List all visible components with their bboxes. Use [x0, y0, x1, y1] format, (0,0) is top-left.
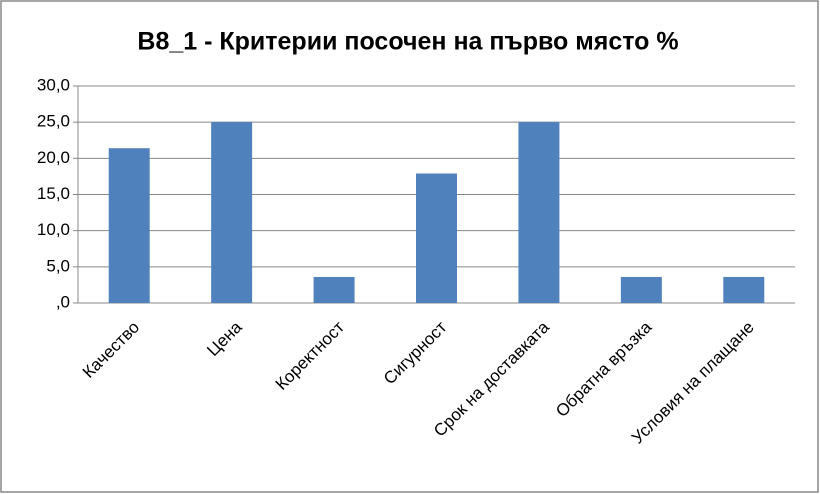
- bar: [620, 276, 662, 303]
- y-tick-label: 30,0: [37, 75, 70, 94]
- y-tick-label: 10,0: [37, 220, 70, 239]
- bar: [416, 173, 457, 303]
- bar: [211, 122, 253, 304]
- bar: [518, 122, 560, 304]
- bar: [723, 276, 765, 303]
- bar: [313, 276, 355, 303]
- y-tick-label: 5,0: [46, 256, 70, 275]
- y-tick-label: ,0: [56, 292, 70, 311]
- y-tick-label: 20,0: [37, 148, 70, 167]
- bar: [108, 148, 150, 303]
- y-tick-label: 25,0: [37, 112, 70, 131]
- y-tick-label: 15,0: [37, 184, 70, 203]
- chart-title: B8_1 - Критерии посочен на първо място %: [137, 28, 678, 56]
